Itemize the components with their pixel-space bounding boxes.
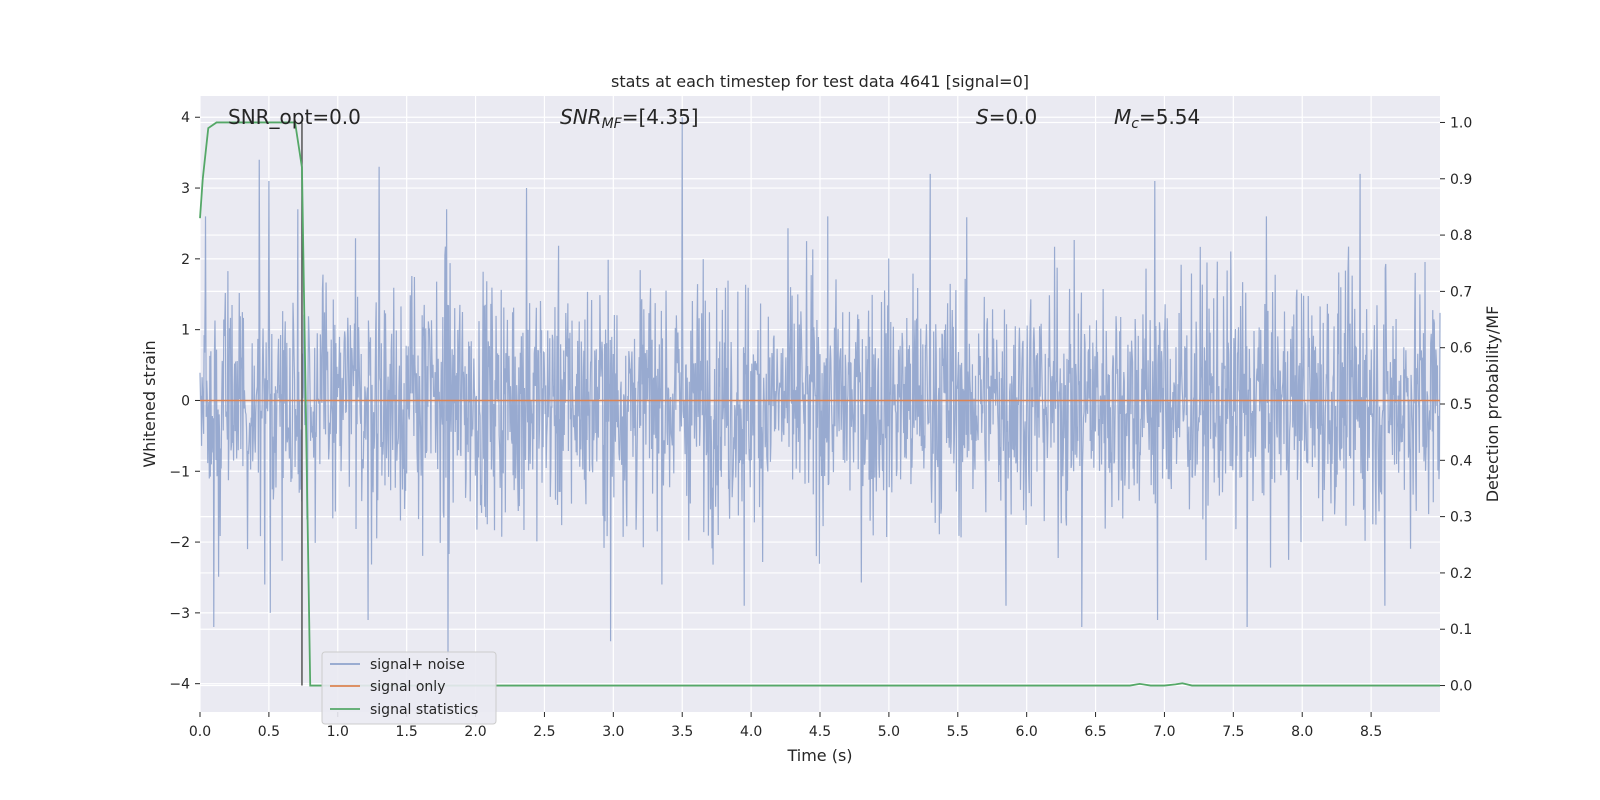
x-tick-label: 7.5 bbox=[1222, 724, 1244, 740]
x-axis-label: Time (s) bbox=[786, 746, 852, 765]
signal-statistics-line bbox=[199, 121, 1440, 687]
annotation-s: S=0.0 bbox=[976, 105, 1037, 129]
x-tick-label: 3.0 bbox=[602, 724, 624, 740]
y2-axis-label: Detection probability/MF bbox=[1483, 306, 1502, 503]
y2-tick-label: 0.0 bbox=[1450, 679, 1472, 695]
annotation-snr-mf: SNRMF=[4.35] bbox=[560, 105, 699, 132]
x-tick-label: 4.5 bbox=[809, 724, 831, 740]
y-tick-label: −1 bbox=[169, 464, 190, 480]
x-tick-label: 0.5 bbox=[258, 724, 280, 740]
y2-tick-label: 0.8 bbox=[1450, 228, 1472, 244]
annotation-snr-opt: SNR_opt=0.0 bbox=[228, 105, 361, 129]
x-tick-label: 4.0 bbox=[740, 724, 762, 740]
y2-tick-label: 0.1 bbox=[1450, 622, 1472, 638]
y2-tick-label: 0.3 bbox=[1450, 510, 1472, 526]
y-tick-label: 4 bbox=[181, 110, 190, 126]
legend-label-signal-noise: signal+ noise bbox=[370, 657, 465, 673]
x-tick-label: 0.0 bbox=[189, 724, 211, 740]
x-tick-label: 6.5 bbox=[1084, 724, 1106, 740]
y-tick-label: −3 bbox=[169, 606, 190, 622]
x-tick-label: 5.5 bbox=[947, 724, 969, 740]
x-tick-label: 5.0 bbox=[878, 724, 900, 740]
y-tick-label: −4 bbox=[169, 677, 190, 693]
y2-tick-label: 0.2 bbox=[1450, 566, 1472, 582]
y-tick-label: −2 bbox=[169, 535, 190, 551]
x-tick-label: 8.0 bbox=[1291, 724, 1313, 740]
y2-tick-label: 0.9 bbox=[1450, 172, 1472, 188]
legend: signal+ noise signal only signal statist… bbox=[321, 651, 497, 725]
y-axis-right: 1.0 0.9 0.8 0.7 0.6 0.5 0.4 0.3 0.2 0.1 0.0 bbox=[1440, 115, 1472, 695]
y-tick-label: 2 bbox=[181, 252, 190, 268]
y-tick-label: 3 bbox=[181, 181, 190, 197]
x-tick-label: 1.0 bbox=[327, 724, 349, 740]
y-axis-label: Whitened strain bbox=[140, 340, 159, 467]
y2-tick-label: 0.7 bbox=[1450, 284, 1472, 300]
legend-label-signal-statistics: signal statistics bbox=[370, 702, 478, 718]
legend-box bbox=[321, 651, 497, 725]
x-tick-label: 1.5 bbox=[396, 724, 418, 740]
y-axis-left: 4 3 2 1 0 −1 −2 −3 −4 bbox=[169, 110, 200, 693]
x-tick-label: 2.0 bbox=[464, 724, 486, 740]
y2-tick-label: 0.6 bbox=[1450, 341, 1472, 357]
y-tick-label: 1 bbox=[181, 323, 190, 339]
x-tick-label: 8.5 bbox=[1360, 724, 1382, 740]
y-tick-label: 0 bbox=[181, 393, 190, 409]
y2-tick-label: 1.0 bbox=[1450, 115, 1472, 131]
signal-noise-series bbox=[199, 117, 1441, 656]
signal-noise-trace bbox=[199, 117, 1441, 656]
annotation-mc: Mc=5.54 bbox=[1114, 105, 1200, 132]
x-tick-label: 2.5 bbox=[533, 724, 555, 740]
x-tick-label: 3.5 bbox=[671, 724, 693, 740]
chart-title: stats at each timestep for test data 464… bbox=[611, 72, 1029, 91]
x-tick-label: 7.0 bbox=[1153, 724, 1175, 740]
x-tick-label: 6.0 bbox=[1016, 724, 1038, 740]
legend-label-signal-only: signal only bbox=[370, 679, 445, 695]
y2-tick-label: 0.4 bbox=[1450, 453, 1472, 469]
y2-tick-label: 0.5 bbox=[1450, 397, 1472, 413]
x-axis: 0.0 0.5 1.0 1.5 2.0 2.5 3.0 3.5 4.0 4.5 5.0 5.5 6.0 6… bbox=[189, 712, 1382, 740]
